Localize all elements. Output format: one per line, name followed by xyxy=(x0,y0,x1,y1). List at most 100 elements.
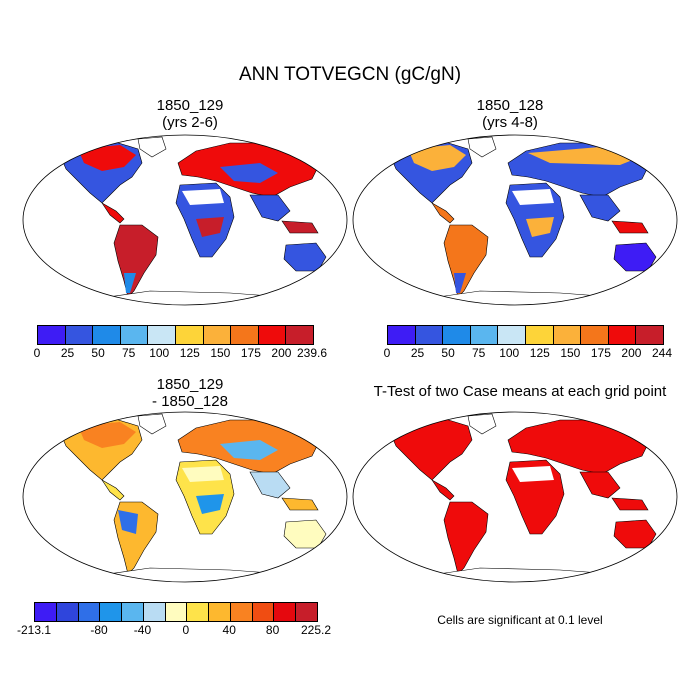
panel2-case-name: 1850_128 xyxy=(476,97,544,114)
colorbar-panel3-labels: -213.1 -80 -40 0 40 80 225.2 xyxy=(17,623,331,637)
north-america-boreal xyxy=(78,422,136,448)
colorbar-panel2-labels: 0 25 50 75 100 125 150 175 200 244 xyxy=(383,346,672,360)
colorbar-swatch xyxy=(296,603,317,621)
greenland xyxy=(467,136,497,158)
colorbar-tick-label: 100 xyxy=(149,346,170,360)
panel4-title: T-Test of two Case means at each grid po… xyxy=(373,383,667,400)
eurasia-central xyxy=(220,440,278,460)
colorbar-tick-label: -40 xyxy=(133,623,152,637)
colorbar-swatch xyxy=(581,326,609,344)
colorbar-swatch xyxy=(274,603,297,621)
maritime-continent xyxy=(281,497,319,511)
colorbar-panel1-labels: 0 25 50 75 100 125 150 175 200 239.6 xyxy=(33,346,327,360)
colorbar-swatch xyxy=(608,326,637,344)
colorbar-tick-label: 175 xyxy=(240,346,261,360)
colorbar-tick-label: 175 xyxy=(590,346,611,360)
colorbar-swatch xyxy=(56,603,79,621)
colorbar-tick-label: 100 xyxy=(499,346,520,360)
colorbar-tick-label: 50 xyxy=(441,346,455,360)
central-africa xyxy=(196,494,224,514)
colorbar-panel2 xyxy=(387,325,664,345)
colorbar-swatch xyxy=(252,603,275,621)
map-panel-difference xyxy=(22,411,348,583)
colorbar-tick-label: 40 xyxy=(222,623,236,637)
north-america xyxy=(389,417,473,481)
north-america-boreal xyxy=(408,145,466,171)
panel1-years: (yrs 2-6) xyxy=(162,114,218,131)
figure-title: ANN TOTVEGCN (gC/gN) xyxy=(238,64,462,85)
colorbar-swatch xyxy=(230,603,253,621)
colorbar-tick-label: 75 xyxy=(471,346,486,360)
colorbar-tick-label: 244 xyxy=(651,346,673,360)
colorbar-swatch xyxy=(165,603,188,621)
map-panel-ttest xyxy=(352,411,678,583)
panel2-years: (yrs 4-8) xyxy=(482,114,538,131)
antarctica xyxy=(69,290,321,305)
sahara-nodata xyxy=(512,466,554,482)
colorbar-swatch xyxy=(65,326,94,344)
colorbar-swatch xyxy=(93,326,121,344)
india-se-asia xyxy=(579,194,621,222)
colorbar-tick-label: -80 xyxy=(90,623,108,637)
colorbar-swatch xyxy=(187,603,210,621)
central-america xyxy=(101,479,125,501)
significance-note: Cells are significant at 0.1 level xyxy=(437,613,603,627)
panel3-difference-label: - 1850_128 xyxy=(152,393,228,410)
colorbar-swatch xyxy=(38,326,66,344)
maritime-continent xyxy=(281,220,319,234)
colorbar-tick-label: 0 xyxy=(33,346,41,360)
colorbar-swatch xyxy=(258,326,287,344)
panel1-case-name: 1850_129 xyxy=(156,97,224,114)
colorbar-panel1 xyxy=(37,325,314,345)
south-america xyxy=(113,224,159,298)
south-america-blue xyxy=(118,510,138,534)
colorbar-swatch xyxy=(553,326,582,344)
colorbar-tick-label: 225.2 xyxy=(300,623,332,637)
colorbar-swatch xyxy=(636,326,663,344)
greenland xyxy=(137,413,167,435)
india-se-asia xyxy=(249,471,291,499)
greenland xyxy=(467,413,497,435)
eurasia xyxy=(507,419,651,475)
colorbar-swatch xyxy=(470,326,499,344)
central-america xyxy=(431,202,455,224)
colorbar-swatch xyxy=(120,326,149,344)
colorbar-swatch xyxy=(78,603,101,621)
central-africa xyxy=(196,217,224,237)
eurasia-central xyxy=(220,163,278,183)
colorbar-swatch xyxy=(209,603,231,621)
central-america xyxy=(101,202,125,224)
south-america xyxy=(443,501,489,575)
map-panel-1850-128 xyxy=(352,134,678,306)
colorbar-swatch xyxy=(286,326,313,344)
north-america-boreal xyxy=(78,145,136,171)
sahara-nodata xyxy=(182,466,224,482)
sahara-nodata xyxy=(512,189,554,205)
maritime-continent xyxy=(611,220,649,234)
colorbar-tick-label: 200 xyxy=(621,346,642,360)
colorbar-tick-label: 150 xyxy=(560,346,581,360)
south-america-south xyxy=(454,273,466,293)
greenland xyxy=(137,136,167,158)
colorbar-tick-label: 75 xyxy=(121,346,136,360)
colorbar-swatch xyxy=(35,603,57,621)
sahara-nodata xyxy=(182,189,224,205)
map-panel-1850-129 xyxy=(22,134,348,306)
india-se-asia xyxy=(579,471,621,499)
colorbar-tick-label: 25 xyxy=(60,346,75,360)
colorbar-swatch xyxy=(388,326,416,344)
colorbar-swatch xyxy=(122,603,144,621)
antarctica xyxy=(69,567,321,582)
central-america xyxy=(431,479,455,501)
india-se-asia xyxy=(249,194,291,222)
colorbar-swatch xyxy=(231,326,259,344)
colorbar-swatch xyxy=(100,603,123,621)
colorbar-tick-label: -213.1 xyxy=(16,623,52,637)
colorbar-tick-label: 0 xyxy=(383,346,391,360)
panel3-case-name: 1850_129 xyxy=(156,376,224,393)
colorbar-swatch xyxy=(143,603,166,621)
colorbar-tick-label: 125 xyxy=(179,346,200,360)
colorbar-tick-label: 200 xyxy=(271,346,292,360)
colorbar-tick-label: 80 xyxy=(265,623,280,637)
colorbar-tick-label: 25 xyxy=(410,346,425,360)
